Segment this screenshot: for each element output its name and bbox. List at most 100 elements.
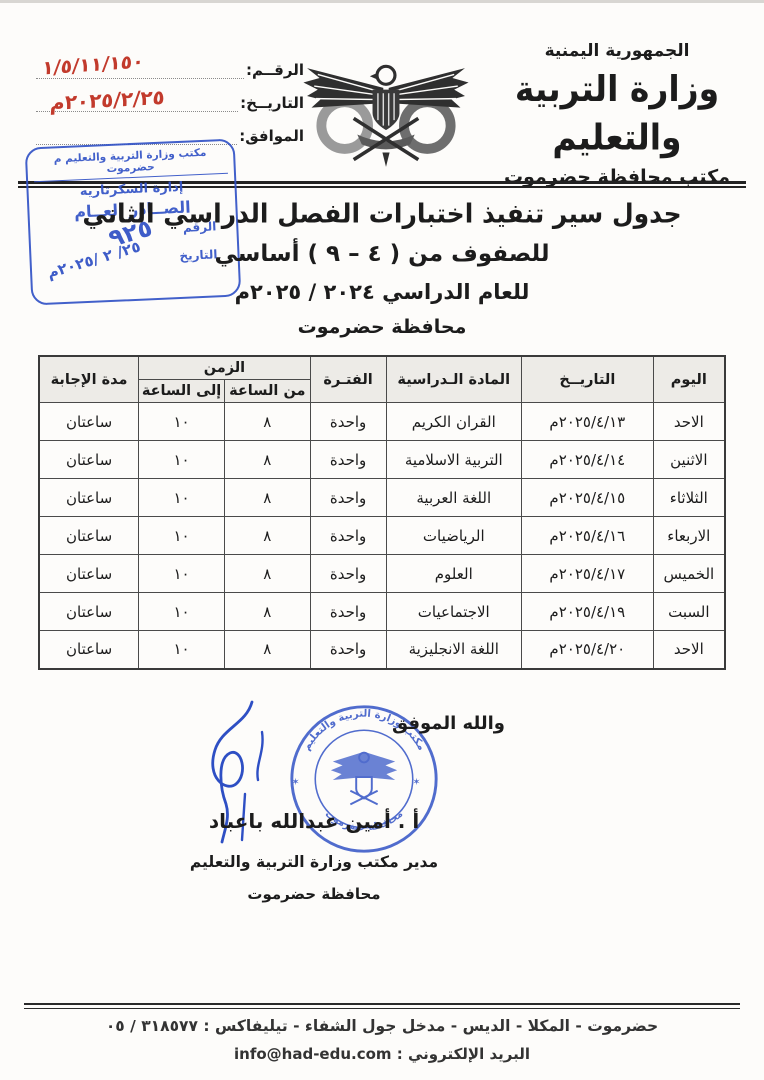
ref-number-row: الرقــم: ١/٥/١١/١٥٠ (36, 50, 304, 80)
cell-period: واحدة (309, 630, 387, 669)
cell-duration: ساعتان (38, 554, 140, 593)
col-header-time-to: إلى الساعة (138, 379, 225, 403)
ministry-round-stamp-icon: مكتب وزارة التربية والتعليم محافظة حضرمو… (290, 705, 438, 853)
cell-to: ١٠ (138, 440, 225, 479)
table-row: السبت ٢٠٢٥/٤/١٩م الاجتماعيات واحدة ٨ ١٠ … (38, 592, 726, 631)
svg-text:✶: ✶ (412, 777, 420, 788)
ref-number-handwritten-value: ١/٥/١١/١٥٠ (41, 50, 145, 80)
cell-duration: ساعتان (38, 592, 140, 631)
cell-day: الاثنين (652, 440, 726, 479)
cell-period: واحدة (309, 478, 387, 517)
cell-subject: اللغة الانجليزية (385, 630, 523, 669)
yemen-national-emblem-icon (303, 64, 469, 167)
cell-from: ٨ (223, 630, 311, 669)
cell-date: ٢٠٢٥/٤/١٧م (521, 554, 654, 593)
letterhead: الجمهورية اليمنية وزارة التربية والتعليم… (492, 41, 742, 188)
cell-duration: ساعتان (38, 402, 140, 441)
cell-from: ٨ (223, 516, 311, 555)
blessing-text: والله الموفق (392, 713, 505, 734)
cell-date: ٢٠٢٥/٤/١٩م (521, 592, 654, 631)
agreed-label: الموافق: (239, 127, 304, 145)
cell-from: ٨ (223, 402, 311, 441)
document-title-block: جدول سير تنفيذ اختبارات الفصل الدراسي ال… (0, 198, 764, 338)
cell-subject: العلوم (385, 554, 523, 593)
cell-date: ٢٠٢٥/٤/٢٠م (521, 630, 654, 669)
exam-table-header: اليوم التاريــخ المادة الـدراسية الفتـرة… (38, 355, 726, 403)
cell-to: ١٠ (138, 478, 225, 517)
table-row: الاثنين ٢٠٢٥/٤/١٤م التربية الاسلامية واح… (38, 440, 726, 479)
title-line-1: جدول سير تنفيذ اختبارات الفصل الدراسي ال… (82, 198, 682, 229)
title-line-3: للعام الدراسي ٢٠٢٤ / ٢٠٢٥م (234, 280, 530, 304)
table-row: الثلاثاء ٢٠٢٥/٤/١٥م اللغة العربية واحدة … (38, 478, 726, 517)
cell-subject: اللغة العربية (385, 478, 523, 517)
col-header-subject: المادة الـدراسية (385, 355, 523, 403)
exam-schedule-table: اليوم التاريــخ المادة الـدراسية الفتـرة… (38, 355, 726, 670)
table-row: الاحد ٢٠٢٥/٤/١٣م القران الكريم واحدة ٨ ١… (38, 402, 726, 441)
cell-day: الاحد (652, 402, 726, 441)
exam-table-body: الاحد ٢٠٢٥/٤/١٣م القران الكريم واحدة ٨ ١… (38, 402, 726, 669)
cell-period: واحدة (309, 402, 387, 441)
cell-from: ٨ (223, 478, 311, 517)
col-header-date: التاريــخ (521, 355, 654, 403)
cell-duration: ساعتان (38, 516, 140, 555)
cell-from: ٨ (223, 440, 311, 479)
signer-name: أ . أمين عبدالله باعباد (208, 809, 420, 833)
cell-subject: الاجتماعيات (385, 592, 523, 631)
registry-fields: الرقــم: ١/٥/١١/١٥٠ التاريــخ: ٢٠٢٥/٢/٢٥… (36, 50, 304, 160)
cell-subject: القران الكريم (385, 402, 523, 441)
cell-period: واحدة (309, 440, 387, 479)
date-line: ٢٠٢٥/٢/٢٥م (36, 85, 239, 115)
signer-governorate: محافظة حضرموت (247, 885, 381, 903)
header-separator-rule (18, 181, 746, 188)
cell-duration: ساعتان (38, 440, 140, 479)
cell-duration: ساعتان (38, 478, 140, 517)
country-name: الجمهورية اليمنية (544, 41, 690, 61)
cell-day: الثلاثاء (652, 478, 726, 517)
col-header-duration: مدة الإجابة (38, 355, 140, 403)
ministry-calligraphy-title: وزارة التربية والتعليم (514, 67, 720, 158)
title-line-4: محافظة حضرموت (297, 316, 467, 338)
col-header-time-from: من الساعة (223, 379, 311, 403)
agreed-line (36, 129, 238, 145)
cell-date: ٢٠٢٥/٤/١٦م (521, 516, 654, 555)
footer-address: حضرموت - المكلا - الديس - مدخل جول الشفا… (105, 1017, 659, 1035)
col-header-time-group: الزمن (138, 355, 311, 380)
cell-day: الاحد (652, 630, 726, 669)
cell-period: واحدة (309, 516, 387, 555)
cell-subject: الرياضيات (385, 516, 523, 555)
cell-period: واحدة (309, 592, 387, 631)
date-label: التاريــخ: (240, 94, 304, 112)
agreed-row: الموافق: (36, 127, 304, 145)
cell-to: ١٠ (138, 402, 225, 441)
table-row: الاربعاء ٢٠٢٥/٤/١٦م الرياضيات واحدة ٨ ١٠… (38, 516, 726, 555)
ref-number-label: الرقــم: (246, 61, 304, 79)
col-header-day: اليوم (652, 355, 726, 403)
cell-from: ٨ (223, 592, 311, 631)
cell-to: ١٠ (138, 630, 225, 669)
cell-period: واحدة (309, 554, 387, 593)
date-handwritten-value: ٢٠٢٥/٢/٢٥م (49, 84, 166, 116)
table-row: الاحد ٢٠٢٥/٤/٢٠م اللغة الانجليزية واحدة … (38, 630, 726, 669)
cell-day: الخميس (652, 554, 726, 593)
cell-to: ١٠ (138, 592, 225, 631)
cell-date: ٢٠٢٥/٤/١٣م (521, 402, 654, 441)
cell-from: ٨ (223, 554, 311, 593)
cell-duration: ساعتان (38, 630, 140, 669)
cell-to: ١٠ (138, 554, 225, 593)
date-row: التاريــخ: ٢٠٢٥/٢/٢٥م (36, 85, 304, 115)
footer-separator-rule (24, 1003, 740, 1009)
title-line-2: للصفوف من ( ٤ – ٩ ) أساسي (214, 241, 550, 267)
stamp-office-line: مكتب وزارة التربية والتعليم م حضرموت (32, 145, 228, 183)
svg-text:✶: ✶ (291, 777, 299, 788)
cell-day: السبت (652, 592, 726, 631)
footer-email-label: البريد الإلكتروني : (396, 1045, 530, 1063)
cell-day: الاربعاء (652, 516, 726, 555)
signature-icon (211, 700, 264, 844)
ref-number-line: ١/٥/١١/١٥٠ (36, 50, 245, 80)
table-row: الخميس ٢٠٢٥/٤/١٧م العلوم واحدة ٨ ١٠ ساعت… (38, 554, 726, 593)
footer-email-line: البريد الإلكتروني : info@had-edu.com (0, 1045, 764, 1063)
cell-to: ١٠ (138, 516, 225, 555)
signer-title: مدير مكتب وزارة التربية والتعليم (189, 853, 439, 871)
col-header-period: الفتـرة (309, 355, 387, 403)
